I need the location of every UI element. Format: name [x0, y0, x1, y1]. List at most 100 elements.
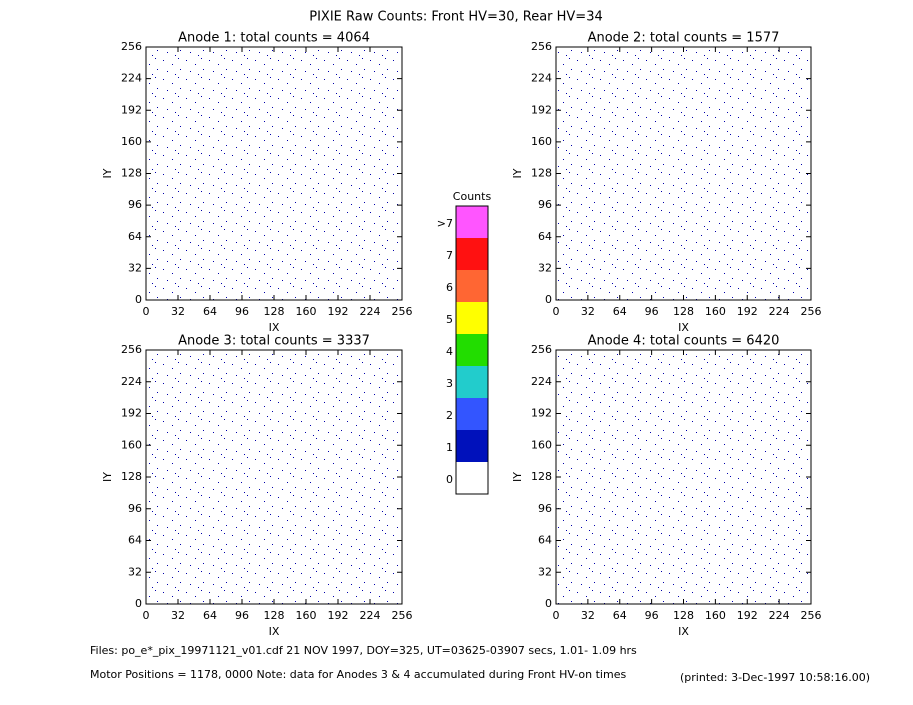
x-tick-label: 128 [673, 609, 694, 622]
y-tick-label: 224 [121, 375, 142, 388]
colorbar-label: 2 [446, 409, 453, 422]
plot-texture [556, 47, 811, 300]
colorbar-frame [455, 205, 489, 495]
plot-texture [556, 350, 811, 604]
colorbar-swatch [456, 398, 488, 430]
x-tick-label: 96 [645, 305, 659, 318]
footer-files: Files: po_e*_pix_19971121_v01.cdf 21 NOV… [90, 644, 637, 657]
y-tick-label: 128 [531, 167, 552, 180]
x-tick-label: 32 [171, 305, 185, 318]
x-tick-label: 64 [613, 305, 627, 318]
x-tick-label: 160 [705, 609, 726, 622]
x-tick-label: 96 [645, 609, 659, 622]
y-tick-label: 192 [121, 103, 142, 116]
x-tick-label: 64 [203, 305, 217, 318]
y-tick-label: 96 [128, 502, 142, 515]
x-tick-label: 224 [360, 305, 381, 318]
y-tick-label: 0 [135, 597, 142, 610]
y-tick-label: 64 [128, 534, 142, 547]
y-tick-label: 224 [531, 375, 552, 388]
y-axis-label: IY [511, 472, 524, 482]
y-tick-label: 0 [545, 293, 552, 306]
x-tick-label: 224 [360, 609, 381, 622]
colorbar-label: 3 [446, 377, 453, 390]
y-tick-label: 32 [538, 565, 552, 578]
y-tick-label: 128 [121, 167, 142, 180]
y-tick-label: 32 [128, 565, 142, 578]
colorbar-swatch [456, 462, 488, 494]
colorbar-label: 1 [446, 441, 453, 454]
colorbar-swatch [456, 334, 488, 366]
colorbar-label: 6 [446, 281, 453, 294]
panel-title: Anode 2: total counts = 1577 [588, 31, 780, 46]
x-tick-label: 160 [296, 609, 317, 622]
x-tick-label: 96 [235, 305, 249, 318]
plot-texture [146, 47, 402, 300]
y-axis-label: IY [101, 472, 114, 482]
x-axis-label: IX [678, 321, 689, 334]
y-tick-label: 256 [531, 343, 552, 356]
x-axis-label: IX [269, 625, 280, 638]
figure-title: PIXIE Raw Counts: Front HV=30, Rear HV=3… [309, 10, 603, 25]
colorbar-label: 7 [446, 249, 453, 262]
colorbar-swatch [456, 206, 488, 238]
y-tick-label: 64 [538, 534, 552, 547]
y-tick-label: 160 [531, 135, 552, 148]
x-axis-label: IX [678, 625, 689, 638]
x-tick-label: 256 [801, 609, 822, 622]
footer-motor: Motor Positions = 1178, 0000 Note: data … [90, 668, 626, 681]
y-tick-label: 96 [538, 502, 552, 515]
colorbar-swatch [456, 366, 488, 398]
x-tick-label: 256 [392, 305, 413, 318]
x-tick-label: 224 [769, 305, 790, 318]
colorbar-label: 4 [446, 345, 453, 358]
x-axis-label: IX [269, 321, 280, 334]
plot-texture [146, 350, 402, 604]
x-tick-label: 192 [737, 305, 758, 318]
y-axis-label: IY [101, 168, 114, 178]
y-tick-label: 160 [121, 438, 142, 451]
x-tick-label: 0 [143, 305, 150, 318]
x-tick-label: 192 [328, 305, 349, 318]
colorbar-label: 0 [446, 473, 453, 486]
x-tick-label: 0 [553, 609, 560, 622]
x-tick-label: 256 [801, 305, 822, 318]
x-tick-label: 128 [264, 609, 285, 622]
y-tick-label: 0 [545, 597, 552, 610]
x-tick-label: 32 [581, 305, 595, 318]
y-tick-label: 192 [531, 407, 552, 420]
y-tick-label: 64 [128, 230, 142, 243]
y-tick-label: 224 [531, 72, 552, 85]
colorbar-swatch [456, 270, 488, 302]
y-tick-label: 256 [121, 40, 142, 53]
x-tick-label: 128 [264, 305, 285, 318]
x-tick-label: 0 [143, 609, 150, 622]
x-tick-label: 32 [581, 609, 595, 622]
y-tick-label: 224 [121, 72, 142, 85]
colorbar-swatch [456, 430, 488, 462]
y-tick-label: 64 [538, 230, 552, 243]
colorbar-label: >7 [437, 217, 453, 230]
y-tick-label: 160 [531, 438, 552, 451]
x-tick-label: 160 [296, 305, 317, 318]
x-tick-label: 224 [769, 609, 790, 622]
y-tick-label: 256 [531, 40, 552, 53]
colorbar-swatch [456, 238, 488, 270]
panel-title: Anode 1: total counts = 4064 [178, 31, 370, 46]
panel-title: Anode 3: total counts = 3337 [178, 334, 370, 349]
x-tick-label: 64 [203, 609, 217, 622]
y-tick-label: 192 [121, 407, 142, 420]
y-axis-label: IY [511, 168, 524, 178]
colorbar-label: 5 [446, 313, 453, 326]
x-tick-label: 96 [235, 609, 249, 622]
colorbar-title: Counts [453, 190, 492, 203]
x-tick-label: 192 [737, 609, 758, 622]
x-tick-label: 160 [705, 305, 726, 318]
x-tick-label: 128 [673, 305, 694, 318]
colorbar-swatch [456, 302, 488, 334]
y-tick-label: 192 [531, 103, 552, 116]
y-tick-label: 128 [531, 470, 552, 483]
y-tick-label: 32 [538, 261, 552, 274]
footer-printed: (printed: 3-Dec-1997 10:58:16.00) [680, 671, 870, 684]
x-tick-label: 256 [392, 609, 413, 622]
